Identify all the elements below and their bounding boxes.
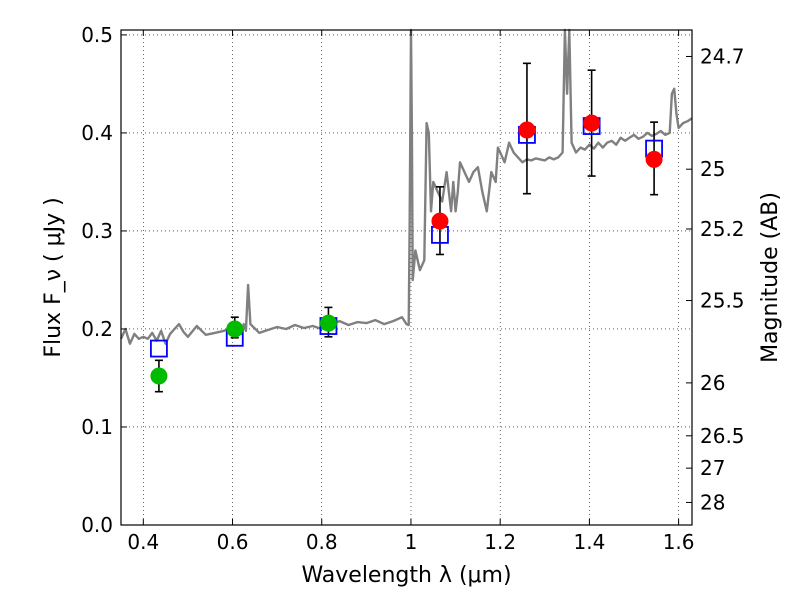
x-tick-label: 0.6 — [217, 530, 249, 554]
x-tick-label: 1.6 — [663, 530, 695, 554]
observed-point — [583, 114, 601, 132]
y-tick-label: 0.0 — [81, 513, 113, 537]
x-ticks: 0.4 0.6 0.8 1 1.2 1.4 1.6 — [127, 30, 695, 554]
right-axis-title: Magnitude (AB) — [758, 192, 783, 363]
y-tick-label: 0.4 — [81, 121, 113, 145]
y-axis-title: Flux F_ν ( μJy ) — [41, 197, 66, 357]
y-tick-label: 0.2 — [81, 317, 113, 341]
x-tick-label: 1.4 — [573, 530, 605, 554]
observed-point — [431, 212, 449, 230]
x-axis-title: Wavelength λ (μm) — [301, 563, 511, 588]
right-ticks: 24.7 25 25.2 25.5 26 26.5 27 28 — [686, 44, 745, 514]
observed-point — [150, 367, 168, 385]
observed-point — [226, 320, 244, 338]
y-ticks: 0.0 0.1 0.2 0.3 0.4 0.5 — [81, 23, 127, 537]
observed-point — [518, 121, 536, 139]
x-tick-label: 0.4 — [127, 530, 159, 554]
y-tick-label: 0.5 — [81, 23, 113, 47]
right-tick-label: 24.7 — [700, 44, 745, 68]
plot-frame — [120, 29, 693, 526]
right-tick-label: 25.2 — [700, 217, 745, 241]
right-tick-label: 27 — [700, 456, 725, 480]
right-tick-label: 28 — [700, 490, 725, 514]
x-tick-label: 0.8 — [306, 530, 338, 554]
grid — [121, 30, 692, 526]
x-tick-label: 1 — [405, 530, 418, 554]
x-tick-label: 1.2 — [484, 530, 516, 554]
observed-points — [150, 114, 663, 385]
right-tick-label: 25 — [700, 157, 725, 181]
y-tick-label: 0.1 — [81, 415, 113, 439]
y-tick-label: 0.3 — [81, 219, 113, 243]
observed-point — [645, 150, 663, 168]
right-tick-label: 26.5 — [700, 424, 745, 448]
right-tick-label: 25.5 — [700, 289, 745, 313]
model-point — [150, 339, 168, 358]
observed-point — [319, 314, 337, 332]
right-tick-label: 26 — [700, 371, 725, 395]
